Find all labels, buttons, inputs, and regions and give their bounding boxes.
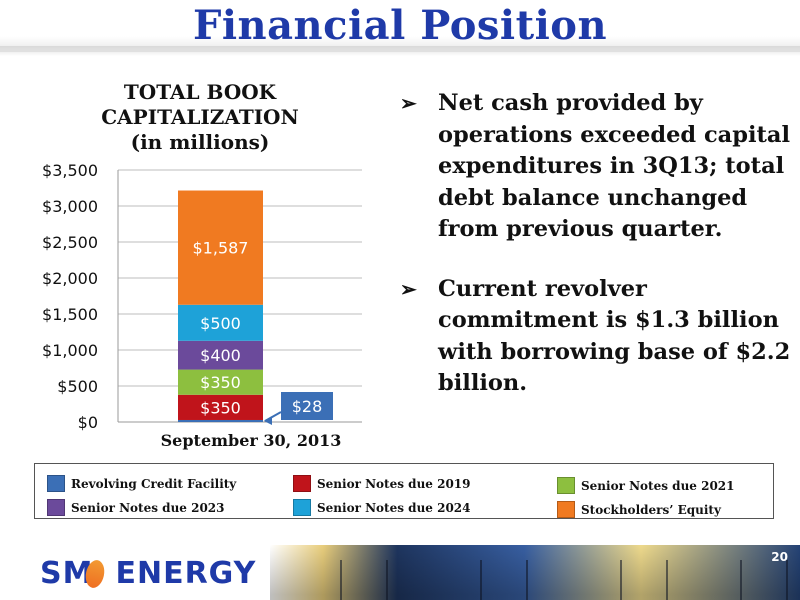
- data-label: $400: [200, 346, 241, 365]
- data-label: $1,587: [193, 239, 249, 258]
- y-tick-label: $1,000: [42, 341, 98, 360]
- legend-label: Senior Notes due 2019: [317, 476, 471, 491]
- data-label: $28: [292, 397, 323, 416]
- data-label: $350: [200, 398, 241, 417]
- y-tick-label: $2,000: [42, 269, 98, 288]
- bullet-item: ➢ Current revolver commitment is $1.3 bi…: [398, 274, 793, 400]
- logo-text-right: ENERGY: [115, 556, 257, 591]
- legend-swatch: [557, 477, 575, 494]
- stacked-bar-chart: $0 $500 $1,000 $1,500 $2,000 $2,500 $3,000 $3,5…: [42, 161, 362, 450]
- logo-text-left: SM: [40, 556, 94, 591]
- legend-swatch: [293, 475, 311, 492]
- pumpjack-silhouette: [480, 560, 528, 600]
- chart-title-line-3: (in millions): [130, 130, 270, 154]
- legend-item: Senior Notes due 2024: [293, 499, 471, 516]
- x-tick-label: September 30, 2013: [161, 431, 342, 450]
- bar-segment: [178, 419, 263, 422]
- pumpjack-silhouette: [620, 560, 668, 600]
- legend-label: Senior Notes due 2023: [71, 500, 225, 515]
- legend-label: Senior Notes due 2024: [317, 500, 471, 515]
- company-logo: SM ENERGY: [40, 556, 256, 591]
- legend-swatch: [47, 499, 65, 516]
- chart-title-line-2: CAPITALIZATION: [101, 105, 299, 129]
- header-band: [0, 0, 800, 52]
- y-tick-label: $1,500: [42, 305, 98, 324]
- pumpjack-silhouette: [740, 560, 788, 600]
- bullet-arrow-icon: ➢: [400, 91, 417, 115]
- y-tick-label: $500: [57, 377, 98, 396]
- legend-swatch: [293, 499, 311, 516]
- pumpjack-silhouette: [340, 560, 388, 600]
- bar-segment: [178, 369, 263, 395]
- chart-title-line-1: TOTAL BOOK: [123, 80, 277, 104]
- callout-arrowhead: [264, 415, 272, 425]
- bar-segment: [178, 304, 263, 341]
- legend-swatch: [47, 475, 65, 492]
- bullet-arrow-icon: ➢: [400, 276, 417, 301]
- bar-segment: [178, 190, 263, 305]
- legend-item: Senior Notes due 2023: [47, 499, 225, 516]
- y-tick-label: $0: [78, 413, 98, 432]
- data-label: $350: [200, 373, 241, 392]
- legend-label: Stockholders’ Equity: [581, 502, 721, 517]
- legend-item: Senior Notes due 2021: [557, 477, 735, 494]
- y-tick-label: $3,000: [42, 197, 98, 216]
- oil-field-sunset-image: [270, 545, 800, 600]
- legend-label: Revolving Credit Facility: [71, 476, 237, 491]
- bar-segment: [178, 340, 263, 370]
- bullet-item: ➢ Net cash provided by operations exceed…: [398, 88, 793, 246]
- legend-item: Revolving Credit Facility: [47, 475, 236, 492]
- legend-item: Stockholders’ Equity: [557, 501, 721, 518]
- y-tick-label: $3,500: [42, 161, 98, 180]
- page-title: Financial Position: [192, 2, 608, 49]
- bullet-list: ➢ Net cash provided by operations exceed…: [398, 88, 793, 428]
- chart-title: TOTAL BOOK CAPITALIZATION (in millions): [60, 80, 340, 155]
- legend-swatch: [557, 501, 575, 518]
- page-number: 20: [771, 550, 788, 564]
- callout-box: [281, 392, 333, 420]
- legend-item: Senior Notes due 2019: [293, 475, 471, 492]
- header-shadow: [0, 46, 800, 56]
- y-tick-label: $2,500: [42, 233, 98, 252]
- chart-legend: Revolving Credit Facility Senior Notes d…: [34, 463, 774, 519]
- bullet-text: Net cash provided by operations exceeded…: [438, 90, 791, 242]
- legend-label: Senior Notes due 2021: [581, 478, 735, 493]
- bar-segment: [178, 394, 263, 420]
- bullet-text: Current revolver commitment is $1.3 bill…: [438, 275, 791, 397]
- data-label: $500: [200, 314, 241, 333]
